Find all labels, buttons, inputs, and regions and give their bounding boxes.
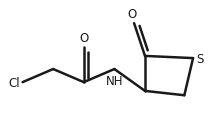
Text: O: O [127,8,136,20]
Text: NH: NH [106,75,123,88]
Text: S: S [197,52,204,65]
Text: O: O [79,31,88,44]
Text: Cl: Cl [9,76,20,89]
